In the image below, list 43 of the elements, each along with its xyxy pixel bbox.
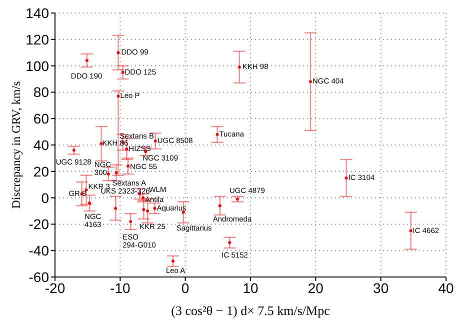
point [216, 132, 219, 136]
y-tick-label: 80 [33, 84, 50, 100]
y-tick-label: 0 [41, 190, 50, 206]
y-tick-label: 100 [26, 58, 50, 74]
y-tick-label: 60 [33, 110, 50, 127]
x-tick-label: 0 [181, 280, 190, 296]
point [126, 164, 130, 168]
point [409, 229, 412, 232]
y-tick-label: -40 [28, 242, 50, 259]
point [218, 204, 222, 208]
point [142, 208, 146, 212]
x-tick-label: -10 [110, 280, 130, 296]
point [129, 220, 132, 224]
point [114, 171, 118, 174]
x-tick-label: 30 [373, 280, 389, 296]
y-tick-label: 40 [33, 136, 50, 153]
point [88, 202, 92, 205]
point [344, 176, 348, 180]
point [121, 70, 124, 74]
y-tick-label: 120 [26, 31, 50, 48]
point [171, 260, 174, 263]
x-tick-label: 10 [242, 280, 258, 296]
point [141, 196, 144, 200]
y-tick-label: -60 [28, 268, 50, 285]
x-axis-title: (3 cos²θ − 1) d× 7.5 km/s/Mpc [171, 303, 330, 318]
x-tick-label: 20 [308, 280, 324, 296]
point [114, 206, 118, 210]
point [116, 51, 120, 54]
point [125, 147, 128, 150]
point [116, 94, 120, 98]
point [85, 59, 88, 62]
point [238, 66, 241, 69]
point [228, 241, 232, 244]
point [153, 206, 156, 210]
point [308, 80, 312, 84]
y-tick-label: -20 [28, 216, 50, 232]
x-tick-label: 40 [438, 280, 454, 296]
y-axis-title: Discrepancy in GRV, km/s [8, 80, 23, 209]
y-tick-label: 140 [26, 4, 50, 21]
y-tick-label: 20 [33, 163, 50, 180]
point [72, 148, 76, 152]
point [154, 140, 157, 143]
point [146, 210, 150, 212]
